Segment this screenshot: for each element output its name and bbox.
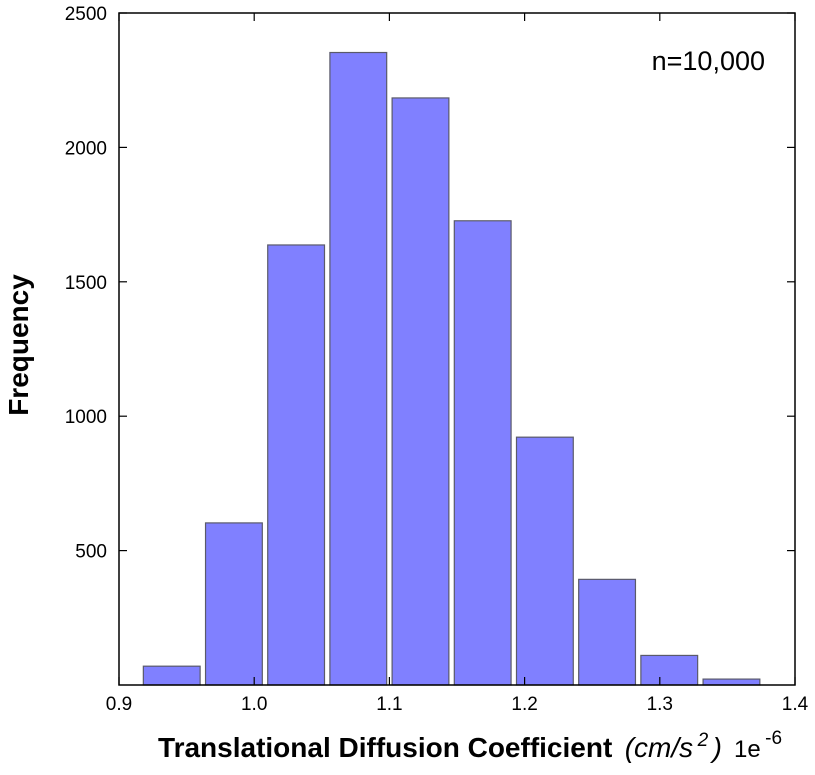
- histogram-bar-10: [702, 678, 761, 686]
- x-axis-multiplier-exponent: -6: [765, 728, 782, 749]
- ticks-layer: [118, 12, 796, 685]
- x-axis-units-exponent: 2: [697, 730, 709, 751]
- plot-frame: [118, 12, 796, 686]
- y-tick-label-2: 1000: [65, 407, 107, 428]
- y-tick-label-1: 500: [75, 542, 107, 563]
- x-tick-label-3: 1.1: [376, 694, 402, 715]
- x-tick-label-4: 1.2: [511, 694, 537, 715]
- x-tick-label-6: 1.4: [782, 694, 809, 715]
- x-tick-label-2: 1.0: [241, 694, 267, 715]
- x-tick-label-1: 0.9: [106, 694, 132, 715]
- y-axis-title: Frequency: [3, 274, 34, 416]
- sample-size-annotation: n=10,000: [652, 46, 765, 76]
- histogram-bar-7: [515, 436, 574, 686]
- histogram-bar-8: [578, 578, 637, 686]
- x-axis-units-close: ): [710, 732, 722, 763]
- histogram-bar-2: [204, 522, 263, 686]
- x-axis-units: (cm/s: [625, 732, 693, 763]
- y-tick-labels: 500 1000 1500 2000 2500: [65, 4, 107, 563]
- x-tick-labels: 0.9 1.0 1.1 1.2 1.3 1.4: [106, 694, 809, 715]
- y-tick-label-4: 2000: [65, 138, 107, 159]
- y-tick-label-3: 1500: [65, 273, 107, 294]
- bars-layer: [142, 51, 761, 686]
- histogram-bar-6: [453, 220, 512, 686]
- histogram-bar-4: [329, 51, 388, 686]
- x-axis-multiplier-base: 1e: [734, 736, 761, 763]
- x-axis-title-text: Translational Diffusion Coefficient: [158, 732, 612, 763]
- histogram-bar-1: [142, 665, 201, 686]
- y-tick-label-5: 2500: [65, 4, 107, 25]
- x-axis-title: Translational Diffusion Coefficient (cm/…: [158, 730, 722, 763]
- x-axis-multiplier: 1e -6: [734, 728, 782, 763]
- histogram-bar-9: [640, 654, 699, 686]
- histogram-bar-5: [391, 97, 450, 686]
- x-tick-label-5: 1.3: [647, 694, 673, 715]
- histogram-bar-3: [267, 244, 326, 686]
